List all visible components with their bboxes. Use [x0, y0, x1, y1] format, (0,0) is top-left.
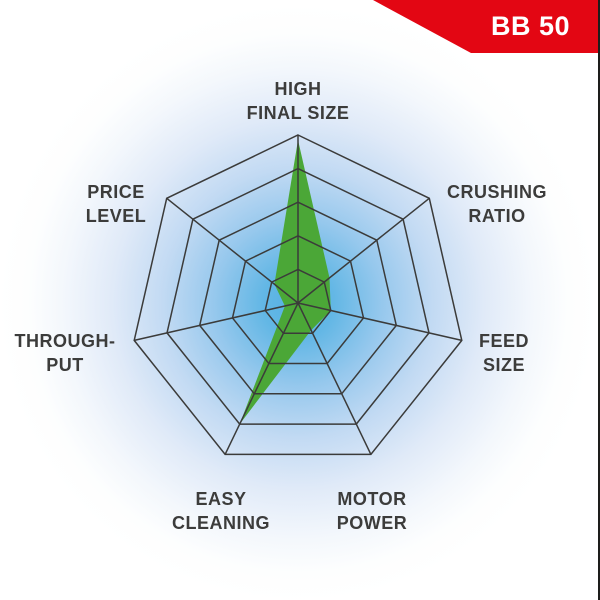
web-rings — [133, 134, 463, 456]
web-ring — [231, 234, 365, 365]
web-spoke — [166, 197, 299, 304]
axis-label-easy-cleaning: EASY CLEANING — [172, 489, 270, 533]
web-ring — [133, 134, 463, 456]
web-ring — [198, 201, 398, 395]
axis-label-price-level: PRICE LEVEL — [85, 182, 147, 226]
axis-label-motor-power: MOTOR POWER — [336, 489, 408, 533]
web-spoke — [297, 302, 462, 342]
web-spoke — [297, 302, 372, 455]
web-axes — [134, 135, 462, 455]
model-badge-label: BB 50 — [490, 11, 570, 41]
axis-label-crushing-ratio: CRUSHING RATIO — [446, 182, 548, 226]
axis-label-high-final-size: HIGH FINAL SIZE — [246, 79, 350, 123]
web-spoke — [297, 197, 430, 304]
web-ring — [264, 268, 332, 335]
web-spoke — [134, 302, 299, 342]
web-ring — [166, 167, 430, 425]
series-polygon — [239, 140, 331, 425]
axis-label-through-put: THROUGH- PUT — [14, 331, 116, 375]
web-spoke — [224, 302, 299, 455]
right-edge-border — [598, 0, 600, 600]
axis-label-feed-size: FEED SIZE — [478, 331, 530, 375]
